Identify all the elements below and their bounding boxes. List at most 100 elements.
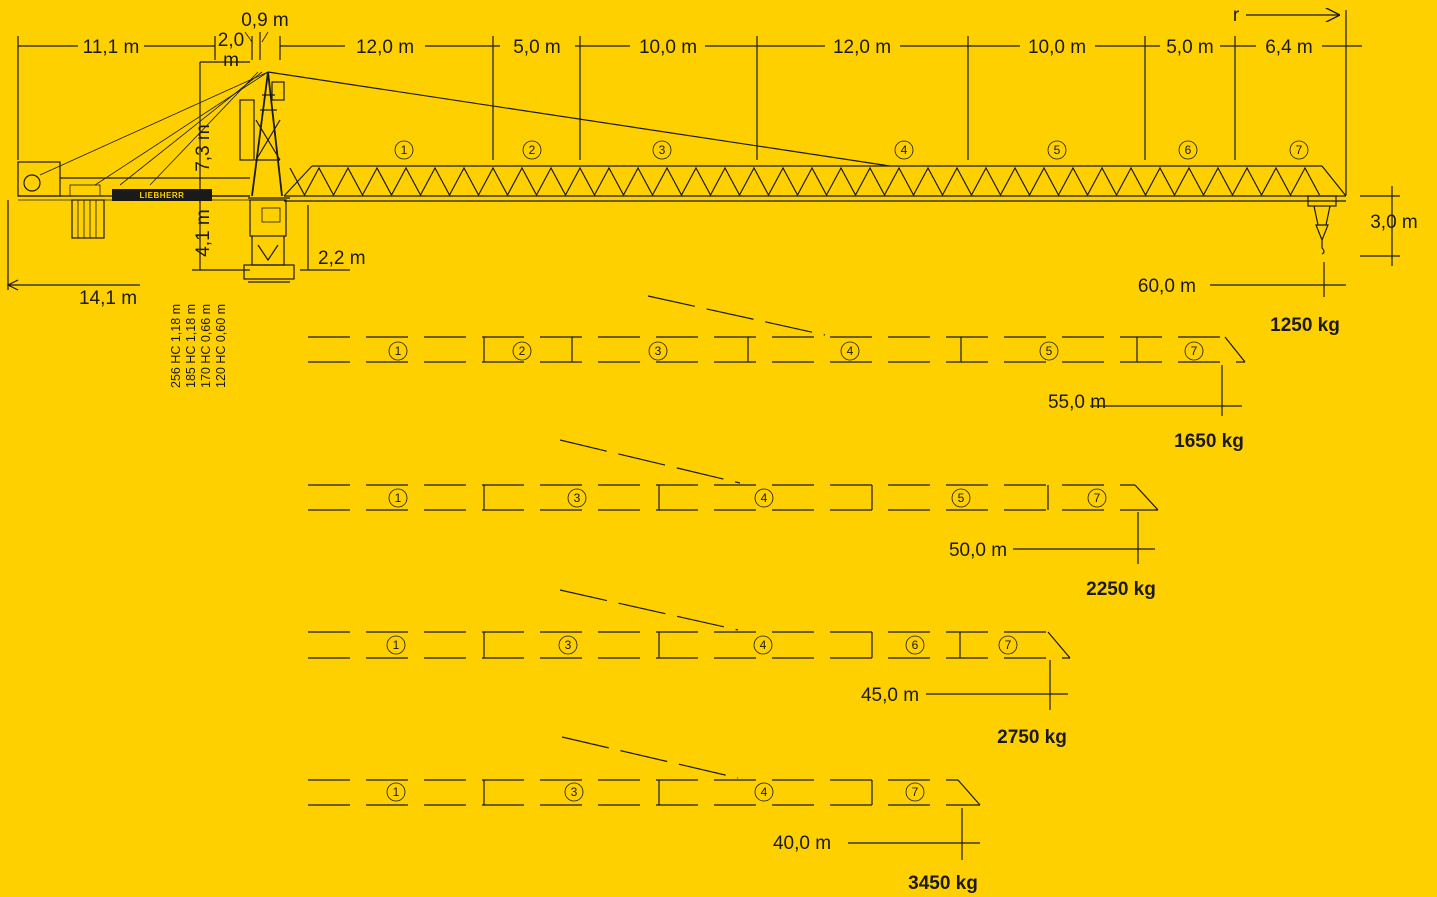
jib-segment-3-length: 10,0 m <box>639 37 697 58</box>
head-width-label: 2,0 <box>218 30 244 51</box>
tower-type-1: 256 HC 1,18 m <box>169 304 183 388</box>
tower-type-2: 185 HC 1,18 m <box>184 304 198 388</box>
section-marker-label: 7 <box>1296 143 1303 157</box>
jib-segment-6-length: 5,0 m <box>1166 37 1214 58</box>
config-45-markers: 1 3 4 6 7 <box>386 635 1018 655</box>
side-dimensions <box>6 61 1400 291</box>
section-marker-label: 6 <box>1185 143 1192 157</box>
tip-load-40: 3450 kg <box>908 873 978 894</box>
config-40-markers: 1 3 4 7 <box>386 782 925 802</box>
section-marker-label: 2 <box>529 143 536 157</box>
jib-config-45 <box>308 589 1071 710</box>
section-marker-label: 4 <box>901 143 908 157</box>
section-marker-label: 7 <box>912 785 919 799</box>
section-marker-circle <box>564 782 584 802</box>
section-marker-circle <box>998 635 1018 655</box>
section-marker-circle <box>840 341 860 361</box>
section-marker-label: 4 <box>761 785 768 799</box>
main-section-markers: 1 2 3 4 5 6 7 <box>394 140 1309 160</box>
section-marker-label: 1 <box>393 638 400 652</box>
section-marker-label: 1 <box>401 143 408 157</box>
section-marker-circle <box>1039 341 1059 361</box>
tip-load-45: 2750 kg <box>997 727 1067 748</box>
section-marker-label: 2 <box>519 344 526 358</box>
section-marker-label: 4 <box>761 491 768 505</box>
section-marker-label: 3 <box>574 491 581 505</box>
jib-length-55: 55,0 m <box>1048 392 1106 413</box>
base-height: 2,2 m <box>318 248 366 269</box>
section-marker-label: 3 <box>659 143 666 157</box>
section-marker-circle <box>567 488 587 508</box>
section-marker-circle <box>558 635 578 655</box>
section-marker-label: 7 <box>1005 638 1012 652</box>
tip-offset-label: 0,9 m <box>241 10 289 31</box>
counter-jib-radius: 14,1 m <box>79 288 137 309</box>
section-marker-circle <box>754 782 774 802</box>
crane-drawing: LIEBHERR <box>17 71 1347 283</box>
jib-segment-1-length: 12,0 m <box>356 37 414 58</box>
jib-config-55 <box>308 295 1246 416</box>
jib-segment-5-length: 10,0 m <box>1028 37 1086 58</box>
tower-type-4: 120 HC 0,60 m <box>214 304 228 388</box>
tip-load-50: 2250 kg <box>1086 579 1156 600</box>
jib-segment-4-length: 12,0 m <box>833 37 891 58</box>
section-marker-circle <box>894 140 914 160</box>
section-marker-label: 3 <box>571 785 578 799</box>
radius-label: r <box>1233 5 1240 26</box>
section-marker-circle <box>512 341 532 361</box>
section-marker-circle <box>1178 140 1198 160</box>
trolley-height: 3,0 m <box>1370 212 1418 233</box>
jib-length-50: 50,0 m <box>949 540 1007 561</box>
head-width-unit: m <box>223 50 239 71</box>
section-marker-label: 7 <box>1191 344 1198 358</box>
brand-logo: LIEBHERR <box>140 191 185 200</box>
section-marker-label: 5 <box>1054 143 1061 157</box>
section-marker-circle <box>1289 140 1309 160</box>
jib-length-60: 60,0 m <box>1138 276 1196 297</box>
section-marker-label: 5 <box>958 491 965 505</box>
slewing-height: 4,1 m <box>193 209 214 257</box>
section-marker-circle <box>754 488 774 508</box>
section-marker-label: 7 <box>1094 491 1101 505</box>
section-marker-label: 1 <box>393 785 400 799</box>
jib-config-50 <box>308 439 1159 564</box>
section-marker-circle <box>652 140 672 160</box>
section-marker-circle <box>386 635 406 655</box>
jib-config-40 <box>308 736 981 860</box>
section-marker-circle <box>394 140 414 160</box>
config-50-markers: 1 3 4 5 7 <box>388 488 1107 508</box>
section-marker-circle <box>522 140 542 160</box>
section-marker-circle <box>1087 488 1107 508</box>
section-marker-circle <box>951 488 971 508</box>
section-marker-circle <box>753 635 773 655</box>
top-dimension-line <box>17 10 1362 195</box>
section-marker-label: 3 <box>655 344 662 358</box>
section-marker-circle <box>388 341 408 361</box>
tip-load-60: 1250 kg <box>1270 315 1340 336</box>
tower-type-3: 170 HC 0,66 m <box>199 304 213 388</box>
section-marker-label: 6 <box>912 638 919 652</box>
section-marker-circle <box>905 782 925 802</box>
section-marker-label: 5 <box>1046 344 1053 358</box>
liebherr-plate <box>112 189 212 201</box>
section-marker-label: 3 <box>565 638 572 652</box>
section-marker-label: 4 <box>847 344 854 358</box>
jib-segment-7-length: 6,4 m <box>1265 37 1313 58</box>
section-marker-circle <box>386 782 406 802</box>
section-marker-circle <box>1047 140 1067 160</box>
section-marker-label: 4 <box>760 638 767 652</box>
jib-length-40: 40,0 m <box>773 833 831 854</box>
config-55-markers: 1 2 3 4 5 7 <box>388 341 1204 361</box>
section-marker-label: 1 <box>395 491 402 505</box>
counter-jib-length: 11,1 m <box>83 37 140 58</box>
tower-head-height: 7,3 m <box>193 124 214 172</box>
section-marker-circle <box>388 488 408 508</box>
jib-segment-2-length: 5,0 m <box>513 37 561 58</box>
section-marker-circle <box>1184 341 1204 361</box>
section-marker-label: 1 <box>395 344 402 358</box>
section-marker-circle <box>648 341 668 361</box>
tip-load-55: 1650 kg <box>1174 431 1244 452</box>
section-marker-circle <box>905 635 925 655</box>
jib-length-45: 45,0 m <box>861 685 919 706</box>
